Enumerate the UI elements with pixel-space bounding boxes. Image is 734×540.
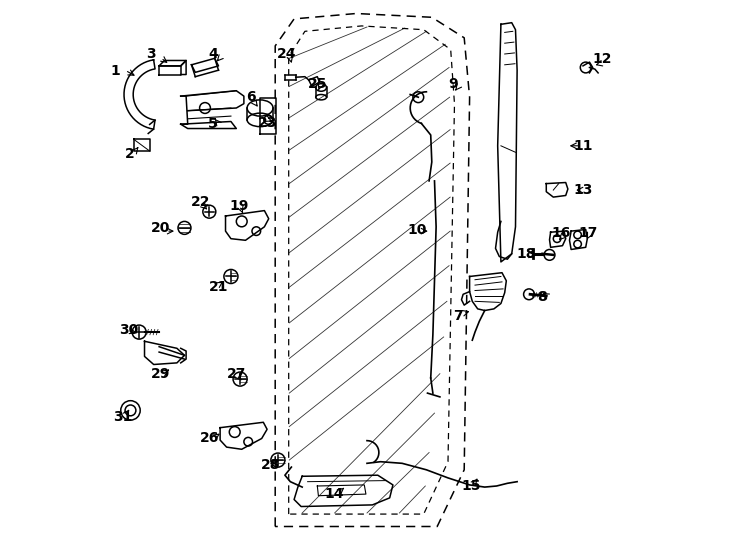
Text: 24: 24	[277, 47, 297, 61]
Text: 22: 22	[191, 195, 211, 210]
Text: 5: 5	[208, 117, 218, 131]
Text: 1: 1	[110, 64, 120, 78]
Text: 17: 17	[578, 226, 598, 240]
Text: 7: 7	[453, 309, 462, 323]
Text: 6: 6	[246, 90, 255, 104]
Text: 20: 20	[151, 221, 170, 235]
Text: 30: 30	[119, 323, 138, 338]
Text: 10: 10	[407, 222, 426, 237]
Text: 12: 12	[592, 52, 611, 66]
Text: 3: 3	[146, 47, 156, 61]
Text: 21: 21	[208, 280, 228, 294]
Text: 18: 18	[517, 247, 536, 261]
Text: 23: 23	[258, 116, 277, 130]
Text: 9: 9	[448, 77, 458, 91]
Text: 26: 26	[200, 431, 219, 446]
Text: 16: 16	[552, 226, 571, 240]
Text: 31: 31	[113, 410, 133, 424]
Text: 2: 2	[125, 147, 134, 161]
Text: 27: 27	[227, 367, 246, 381]
Text: 15: 15	[462, 479, 481, 493]
Text: 19: 19	[229, 199, 249, 213]
Text: 28: 28	[261, 458, 280, 472]
Text: 8: 8	[537, 290, 548, 304]
Text: 13: 13	[573, 183, 592, 197]
Text: 29: 29	[151, 367, 170, 381]
Text: 4: 4	[208, 47, 218, 61]
Text: 11: 11	[573, 139, 593, 153]
Text: 14: 14	[325, 487, 344, 501]
Text: 25: 25	[308, 77, 327, 91]
